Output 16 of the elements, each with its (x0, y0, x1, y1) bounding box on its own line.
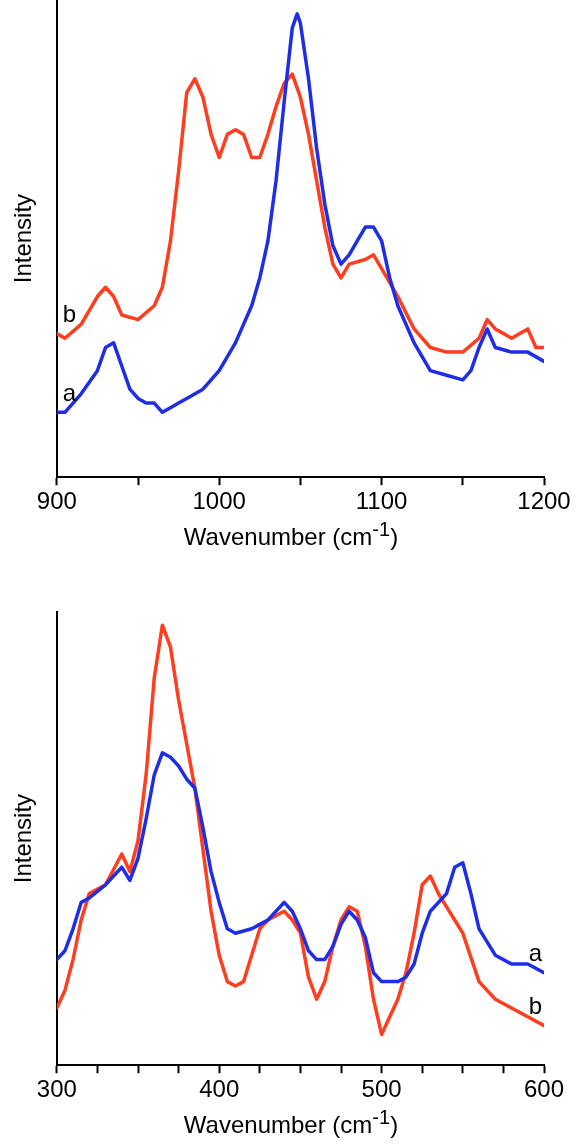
series-label: a (528, 939, 543, 967)
x-axis-title: Wavenumber (cm$^{-1}$) (182, 518, 400, 551)
x-tick-label: 300 (36, 1075, 77, 1103)
series-label: b (528, 992, 542, 1020)
x-axis-title: Wavenumber (cm$^{-1}$) (182, 1106, 400, 1139)
x-tick-label: 600 (523, 1075, 565, 1103)
series-label: a (62, 378, 77, 406)
x-tick-label: 500 (361, 1075, 402, 1103)
y-axis-title: Intensity (9, 193, 37, 284)
x-tick-label: 1000 (192, 487, 246, 515)
x-tick-label: 1100 (355, 487, 408, 515)
x-tick-label: 900 (36, 487, 77, 515)
x-tick-label: 400 (199, 1075, 240, 1103)
y-axis-title: Intensity (9, 793, 37, 884)
series-label: b (62, 300, 77, 328)
x-tick-label: 1200 (517, 487, 571, 515)
